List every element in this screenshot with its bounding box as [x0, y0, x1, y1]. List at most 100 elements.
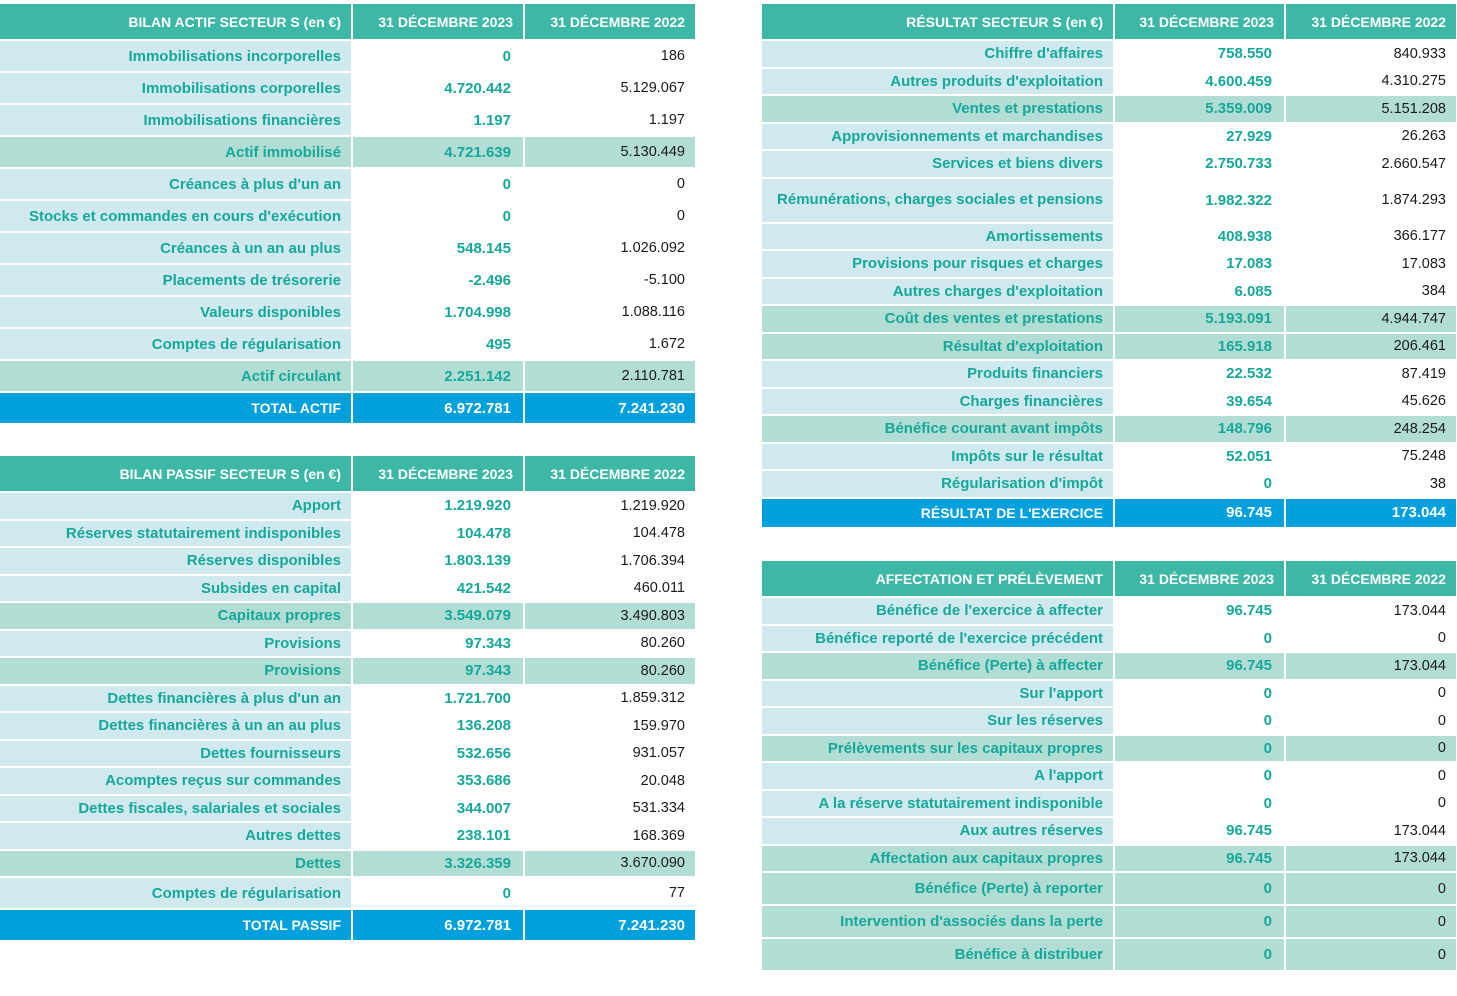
- passif-row: Autres dettes 238.101 168.369: [0, 822, 697, 851]
- actif-row-label: Immobilisations financières: [0, 104, 353, 137]
- passif-row-value-2023: 344.007: [352, 794, 525, 823]
- resultat-row-value-2022: 248.254: [1285, 415, 1457, 444]
- affectation-row-label: A l'apport: [762, 762, 1115, 791]
- affectation-row-label: Bénéfice (Perte) à affecter: [762, 652, 1115, 681]
- resultat-row: Ventes et prestations 5.359.009 5.151.208: [762, 95, 1457, 124]
- passif-row-label: Provisions: [0, 629, 353, 658]
- passif-row-label: Autres dettes: [0, 822, 353, 851]
- actif-header-2023: 31 DÉCEMBRE 2023: [352, 4, 525, 41]
- affectation-row-value-2022: 0: [1285, 789, 1457, 818]
- resultat-row-value-2022: 173.044: [1285, 497, 1457, 529]
- resultat-row-label: Approvisionnements et marchandises: [762, 122, 1115, 151]
- resultat-row: Autres charges d'exploitation 6.085 384: [762, 277, 1457, 306]
- actif-row-value-2023: 0: [352, 168, 525, 201]
- passif-row-label: TOTAL PASSIF: [0, 909, 353, 942]
- affectation-row-value-2023: 0: [1114, 872, 1286, 906]
- passif-row-value-2022: 168.369: [524, 822, 697, 851]
- passif-row-label: Dettes: [0, 849, 353, 878]
- affectation-row-value-2023: 0: [1114, 707, 1286, 736]
- affectation-row-value-2023: 0: [1114, 624, 1286, 653]
- resultat-header-2023: 31 DÉCEMBRE 2023: [1114, 4, 1286, 41]
- actif-row-value-2022: 1.026.092: [524, 232, 697, 265]
- passif-row-value-2022: 80.260: [524, 657, 697, 686]
- affectation-row-value-2022: 0: [1285, 762, 1457, 791]
- actif-row-label: Immobilisations incorporelles: [0, 40, 353, 73]
- resultat-row-value-2023: 1.982.322: [1114, 177, 1286, 224]
- resultat-row-value-2023: 758.550: [1114, 40, 1286, 69]
- passif-row-value-2023: 421.542: [352, 574, 525, 603]
- resultat-row-value-2023: 2.750.733: [1114, 150, 1286, 179]
- affectation-row-value-2022: 0: [1285, 872, 1457, 906]
- passif-row: Provisions 97.343 80.260: [0, 657, 697, 686]
- actif-row-label: TOTAL ACTIF: [0, 392, 353, 425]
- passif-row-value-2022: 3.490.803: [524, 602, 697, 631]
- affectation-row-value-2023: 0: [1114, 789, 1286, 818]
- actif-row-value-2022: 5.130.449: [524, 136, 697, 169]
- passif-row-value-2022: 80.260: [524, 629, 697, 658]
- actif-row: Placements de trésorerie -2.496 -5.100: [0, 264, 697, 297]
- passif-row: Réserves disponibles 1.803.139 1.706.394: [0, 547, 697, 576]
- affectation-row-value-2022: 173.044: [1285, 817, 1457, 846]
- affectation-header-label: AFFECTATION ET PRÉLÈVEMENT: [762, 561, 1115, 598]
- actif-row-label: Placements de trésorerie: [0, 264, 353, 297]
- resultat-row-value-2023: 148.796: [1114, 415, 1286, 444]
- resultat-row-value-2023: 408.938: [1114, 222, 1286, 251]
- actif-row-value-2023: 4.721.639: [352, 136, 525, 169]
- resultat-row: Régularisation d'impôt 0 38: [762, 470, 1457, 499]
- affectation-row-label: Bénéfice (Perte) à reporter: [762, 872, 1115, 906]
- affectation-row: Bénéfice de l'exercice à affecter 96.745 1…: [762, 597, 1457, 626]
- actif-row: TOTAL ACTIF 6.972.781 7.241.230: [0, 392, 697, 425]
- affectation-row-label: Bénéfice à distribuer: [762, 938, 1115, 972]
- affectation-row: Intervention d'associés dans la perte 0 0: [762, 905, 1457, 939]
- affectation-row-value-2022: 173.044: [1285, 597, 1457, 626]
- resultat-row-value-2022: 87.419: [1285, 360, 1457, 389]
- affectation-row-label: Sur l'apport: [762, 679, 1115, 708]
- affectation-row-value-2022: 0: [1285, 938, 1457, 972]
- actif-row: Comptes de régularisation 495 1.672: [0, 328, 697, 361]
- affectation-row-value-2022: 173.044: [1285, 652, 1457, 681]
- resultat-row: RÉSULTAT DE L'EXERCICE 96.745 173.044: [762, 497, 1457, 529]
- actif-row-value-2022: 1.672: [524, 328, 697, 361]
- passif-row: Dettes 3.326.359 3.670.090: [0, 849, 697, 878]
- passif-row: Apport 1.219.920 1.219.920: [0, 492, 697, 521]
- actif-row-value-2023: 0: [352, 200, 525, 233]
- passif-row-label: Comptes de régularisation: [0, 877, 353, 910]
- resultat-row: Impôts sur le résultat 52.051 75.248: [762, 442, 1457, 471]
- passif-row: Dettes financières à un an au plus 136.20…: [0, 712, 697, 741]
- actif-row: Immobilisations financières 1.197 1.197: [0, 104, 697, 137]
- passif-row: Dettes fiscales, salariales et sociales 3…: [0, 794, 697, 823]
- passif-row-value-2023: 136.208: [352, 712, 525, 741]
- affectation-table: AFFECTATION ET PRÉLÈVEMENT 31 DÉCEMBRE 2…: [762, 561, 1457, 972]
- resultat-row-label: Bénéfice courant avant impôts: [762, 415, 1115, 444]
- resultat-row: Autres produits d'exploitation 4.600.459 4…: [762, 67, 1457, 96]
- actif-row: Immobilisations incorporelles 0 186: [0, 40, 697, 73]
- resultat-row-label: Impôts sur le résultat: [762, 442, 1115, 471]
- passif-row-value-2022: 159.970: [524, 712, 697, 741]
- resultat-row-label: Services et biens divers: [762, 150, 1115, 179]
- resultat-row-value-2022: 2.660.547: [1285, 150, 1457, 179]
- bilan-passif-table: BILAN PASSIF SECTEUR S (en €) 31 DÉCEMBR…: [0, 456, 697, 942]
- actif-row: Stocks et commandes en cours d'exécution…: [0, 200, 697, 233]
- affectation-row-value-2022: 0: [1285, 707, 1457, 736]
- resultat-row-label: Autres produits d'exploitation: [762, 67, 1115, 96]
- affectation-header-2023: 31 DÉCEMBRE 2023: [1114, 561, 1286, 598]
- resultat-row: Approvisionnements et marchandises 27.929…: [762, 122, 1457, 151]
- affectation-row: Bénéfice à distribuer 0 0: [762, 938, 1457, 972]
- resultat-row: Services et biens divers 2.750.733 2.660.5…: [762, 150, 1457, 179]
- resultat-row: Produits financiers 22.532 87.419: [762, 360, 1457, 389]
- affectation-row-value-2022: 0: [1285, 679, 1457, 708]
- resultat-row-value-2023: 39.654: [1114, 387, 1286, 416]
- resultat-row: Rémunérations, charges sociales et pensi…: [762, 177, 1457, 224]
- actif-row-value-2023: 2.251.142: [352, 360, 525, 393]
- passif-row-value-2022: 3.670.090: [524, 849, 697, 878]
- actif-row: Actif circulant 2.251.142 2.110.781: [0, 360, 697, 393]
- resultat-row: Amortissements 408.938 366.177: [762, 222, 1457, 251]
- actif-row: Valeurs disponibles 1.704.998 1.088.116: [0, 296, 697, 329]
- affectation-row-label: Bénéfice reporté de l'exercice précédent: [762, 624, 1115, 653]
- passif-row-value-2022: 931.057: [524, 739, 697, 768]
- resultat-row-value-2022: 45.626: [1285, 387, 1457, 416]
- actif-row-label: Actif circulant: [0, 360, 353, 393]
- resultat-row: Chiffre d'affaires 758.550 840.933: [762, 40, 1457, 69]
- affectation-row-value-2023: 96.745: [1114, 844, 1286, 873]
- resultat-row-value-2023: 52.051: [1114, 442, 1286, 471]
